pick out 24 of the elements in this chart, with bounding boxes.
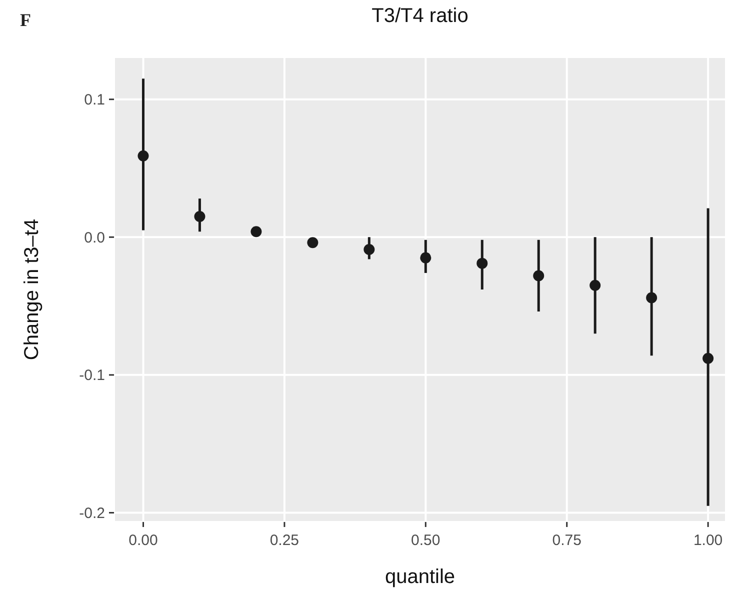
x-tick-label: 0.75 [552,532,582,549]
x-tick-label: 0.00 [128,532,158,549]
x-tick-label: 0.25 [270,532,300,549]
point [702,352,714,364]
point [364,244,375,256]
y-axis-title: Change in t3–t4 [21,218,43,360]
y-tick-label: -0.2 [79,504,105,522]
y-tick-label: -0.1 [79,367,105,384]
x-tick-label: 1.00 [693,532,723,549]
point [138,150,149,162]
chart-title: T3/T4 ratio [372,5,468,27]
y-tick-label: 0.0 [84,229,105,246]
point [194,210,206,222]
point [590,280,601,291]
point [533,270,544,282]
y-tick-label: 0.1 [84,92,105,109]
x-tick-label: 0.50 [411,532,440,549]
point [646,292,658,304]
point [307,237,318,248]
text: F [20,10,31,30]
point [420,252,432,264]
point [250,226,262,238]
point [476,258,488,269]
x-axis-title: quantile [384,566,456,588]
